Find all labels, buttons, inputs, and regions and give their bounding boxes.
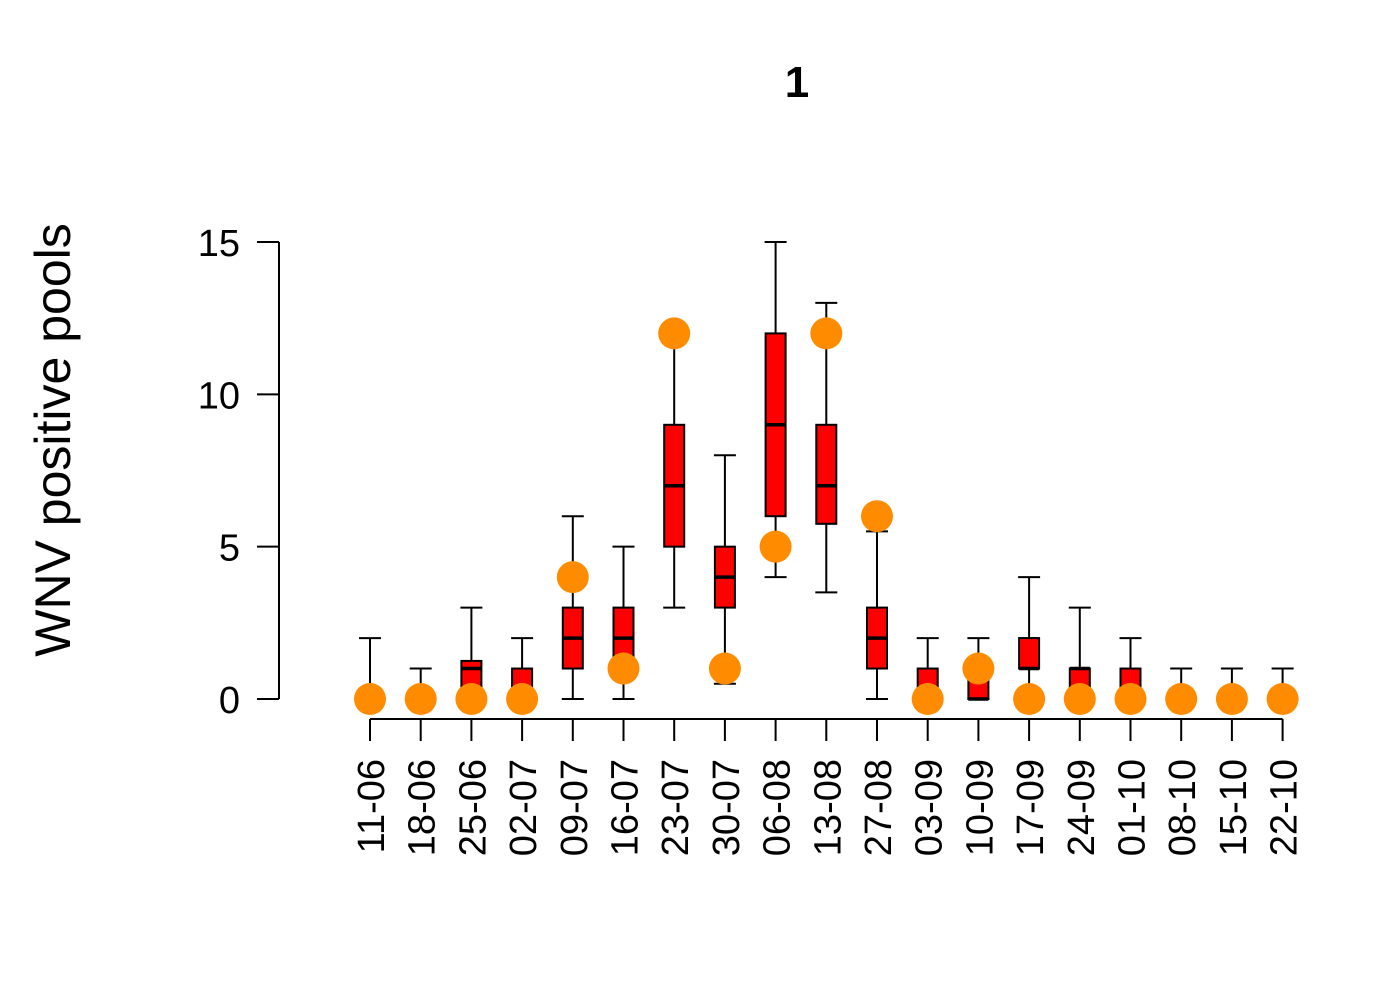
- x-tick-label: 17-09: [1010, 759, 1052, 856]
- y-tick-label: 10: [198, 375, 240, 417]
- x-tick-label: 22-10: [1264, 759, 1306, 856]
- observed-point-25-06: [455, 683, 488, 715]
- x-tick-label: 16-07: [605, 759, 647, 856]
- y-axis-label: WNV positive pools: [25, 223, 81, 657]
- x-tick-label: 30-07: [706, 759, 748, 856]
- x-tick-label: 01-10: [1112, 759, 1154, 856]
- observed-point-17-09: [1013, 683, 1046, 715]
- box-23-07: [663, 332, 686, 609]
- observed-point-10-09: [962, 652, 995, 685]
- x-tick-label: 18-06: [402, 759, 444, 856]
- x-tick-label: 25-06: [452, 759, 494, 856]
- observed-point-18-06: [404, 683, 437, 715]
- observed-point-01-10: [1114, 683, 1147, 715]
- observed-point-02-07: [506, 683, 539, 715]
- x-tick-label: 06-08: [757, 759, 799, 856]
- box-30-07: [713, 454, 736, 685]
- observed-point-03-09: [911, 683, 944, 715]
- x-tick-label: 15-10: [1213, 759, 1255, 856]
- x-tick-label: 03-09: [909, 759, 951, 856]
- x-axis: 11-06 18-06 25-06 02-07 09-07 16-07 23-07 30-07…: [351, 718, 1306, 856]
- x-tick-label: 24-09: [1061, 759, 1103, 856]
- y-tick-label: 0: [219, 680, 240, 722]
- observed-point-15-10: [1215, 683, 1248, 715]
- x-tick-label: 10-09: [959, 759, 1001, 856]
- y-tick-label: 5: [219, 528, 240, 570]
- observed-point-27-08: [861, 500, 893, 533]
- observed-point-24-09: [1063, 683, 1096, 715]
- box-17-09: [1018, 576, 1041, 700]
- x-tick-label: 08-10: [1162, 759, 1204, 856]
- observed-point-06-08: [759, 530, 792, 563]
- box-body: [815, 423, 838, 525]
- x-tick-label: 27-08: [858, 759, 900, 856]
- x-tick-label: 09-07: [554, 759, 596, 856]
- x-tick-label: 13-08: [807, 759, 849, 856]
- y-axis: 0 5 10 15: [198, 223, 280, 722]
- box-09-07: [561, 515, 584, 700]
- x-tick-label: 02-07: [503, 759, 545, 856]
- observed-point-09-07: [556, 561, 589, 594]
- observed-point-23-07: [658, 317, 691, 350]
- chart-title: 1: [785, 58, 809, 107]
- box-plots: [359, 241, 1294, 701]
- observed-point-16-07: [607, 652, 640, 685]
- box-27-08: [866, 530, 888, 700]
- observed-point-11-06: [354, 683, 386, 715]
- box-06-08: [764, 241, 787, 579]
- observed-point-30-07: [708, 652, 741, 685]
- y-tick-label: 15: [198, 223, 240, 265]
- observed-point-22-10: [1266, 683, 1299, 715]
- observed-point-08-10: [1165, 683, 1198, 715]
- observed-points: [354, 317, 1299, 715]
- observed-point-13-08: [810, 317, 843, 350]
- box-body: [1018, 637, 1041, 670]
- x-tick-label: 11-06: [351, 759, 393, 853]
- x-tick-label: 23-07: [655, 759, 697, 856]
